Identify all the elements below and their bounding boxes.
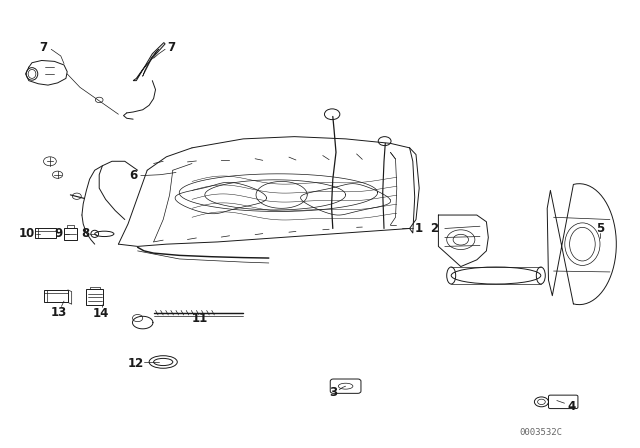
Bar <box>35 228 56 238</box>
Text: 7: 7 <box>40 40 47 54</box>
Text: 11: 11 <box>191 312 208 326</box>
Text: 4: 4 <box>568 400 575 413</box>
Text: 2: 2 <box>430 222 438 235</box>
Text: 13: 13 <box>51 306 67 319</box>
Text: 10: 10 <box>19 227 35 241</box>
Polygon shape <box>133 43 165 81</box>
Text: 12: 12 <box>127 357 144 370</box>
Text: 0003532C: 0003532C <box>519 428 563 437</box>
Text: 5: 5 <box>596 222 604 235</box>
Text: 3: 3 <box>329 385 337 399</box>
Text: 6: 6 <box>129 169 137 182</box>
Text: 7: 7 <box>168 41 175 55</box>
Text: 9: 9 <box>55 227 63 241</box>
Bar <box>86 289 103 305</box>
Text: 14: 14 <box>93 307 109 320</box>
Bar <box>44 290 68 302</box>
Bar <box>64 228 77 240</box>
Text: 1: 1 <box>415 222 423 235</box>
Text: 8: 8 <box>81 227 89 241</box>
